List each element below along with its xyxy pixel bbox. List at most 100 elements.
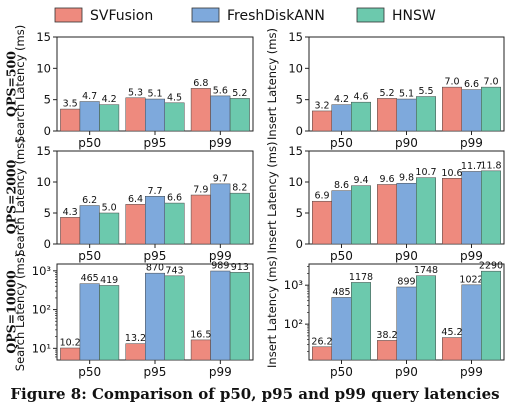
bar-label-4-2-0: 16.5 (190, 329, 211, 340)
bar-4-0-1 (79, 283, 100, 361)
x-tick-label-3-1: p90 (395, 249, 418, 263)
bar-label-0-2-1: 5.6 (213, 85, 228, 96)
y-axis-label-4: Search Latency (ms) (13, 253, 27, 371)
bar-label-2-0-2: 5.0 (102, 203, 117, 214)
bar-1-2-1 (461, 89, 482, 132)
x-tick-label-5-1: p90 (395, 365, 418, 379)
bar-label-4-0-0: 10.2 (60, 338, 81, 349)
y-tick-label-0-1: 5 (44, 93, 51, 107)
bar-label-1-0-1: 4.2 (334, 94, 349, 105)
bar-label-4-2-1: 989 (211, 261, 229, 272)
bar-3-0-2 (351, 185, 371, 245)
y-tick-label-1-3: 15 (288, 30, 303, 44)
y-tick-label-5-0: 10² (284, 317, 303, 331)
y-tick-label-0-3: 15 (36, 30, 51, 44)
x-tick-label-1-0: p50 (330, 136, 353, 150)
bar-label-2-1-2: 6.6 (167, 193, 182, 204)
y-tick-label-2-2: 10 (36, 175, 51, 189)
bar-label-1-2-1: 6.6 (464, 79, 479, 90)
y-tick-label-3-2: 10 (288, 175, 303, 189)
bar-3-0-1 (331, 190, 352, 245)
bar-label-3-1-1: 9.8 (399, 173, 414, 184)
x-tick-label-5-2: p99 (460, 365, 483, 379)
bar-2-2-2 (229, 192, 250, 245)
legend-label-2: HNSW (392, 8, 436, 24)
bar-label-0-1-1: 5.1 (147, 89, 162, 100)
figure-8-chart: SVFusion FreshDiskANN HNSW QPS=500 QPS=2000 Q… (4, 7, 505, 379)
bar-0-0-2 (99, 104, 120, 132)
x-tick-label-4-2: p99 (209, 365, 232, 379)
y-axis-label-2: Search Latency (ms) (13, 138, 27, 256)
bar-2-2-1 (210, 183, 231, 245)
bar-label-1-2-2: 7.0 (483, 77, 498, 88)
bar-label-0-2-0: 6.8 (193, 78, 208, 89)
x-tick-label-5-0: p50 (330, 365, 353, 379)
bar-label-3-0-1: 8.6 (334, 180, 349, 191)
y-tick-label-2-0: 0 (44, 237, 51, 251)
legend-label-1: FreshDiskANN (227, 8, 325, 24)
bar-5-0-0 (312, 346, 332, 361)
bar-label-5-0-2: 1178 (349, 272, 373, 283)
bar-3-1-2 (416, 177, 436, 245)
bar-label-3-2-1: 11.7 (461, 161, 482, 172)
bar-1-0-1 (331, 104, 352, 132)
x-tick-label-2-2: p99 (209, 249, 232, 263)
bar-1-0-2 (351, 101, 371, 132)
bar-1-1-1 (396, 98, 417, 132)
y-tick-label-1-1: 5 (296, 93, 303, 107)
bar-label-5-0-1: 485 (332, 287, 350, 298)
bar-label-0-0-1: 4.7 (82, 91, 97, 102)
bar-5-1-0 (377, 340, 397, 361)
bar-label-1-1-2: 5.5 (418, 86, 433, 97)
bar-3-2-0 (442, 178, 462, 245)
bar-5-0-2 (351, 282, 371, 361)
bar-label-5-1-1: 899 (397, 276, 415, 287)
bar-label-3-0-2: 9.4 (353, 175, 368, 186)
x-tick-label-3-0: p50 (330, 249, 353, 263)
bar-2-0-1 (79, 205, 100, 245)
y-tick-label-4-2: 10³ (32, 264, 52, 278)
x-tick-label-0-2: p99 (209, 136, 232, 150)
bar-label-4-1-0: 13.2 (125, 333, 146, 344)
x-tick-label-1-1: p90 (395, 136, 418, 150)
x-tick-label-2-1: p95 (144, 249, 167, 263)
bar-label-5-0-0: 26.2 (311, 336, 332, 347)
bar-0-1-0 (125, 97, 146, 132)
y-tick-label-2-3: 15 (36, 144, 51, 158)
bar-label-1-1-0: 5.2 (379, 88, 394, 99)
bar-label-2-1-0: 6.4 (128, 194, 143, 205)
row-label-0: QPS=500 (4, 51, 19, 117)
y-tick-label-0-0: 0 (44, 124, 51, 138)
bar-0-0-1 (79, 101, 100, 132)
bar-2-2-0 (190, 194, 211, 245)
bar-4-2-1 (210, 270, 231, 361)
y-axis-label-5: Insert Latency (ms) (265, 256, 279, 368)
bar-label-2-2-2: 8.2 (232, 183, 247, 194)
bar-label-1-1-1: 5.1 (399, 89, 414, 100)
bar-label-2-2-1: 9.7 (213, 173, 228, 184)
bar-0-2-0 (190, 88, 211, 132)
bar-3-1-1 (396, 182, 417, 245)
bar-0-2-1 (210, 95, 231, 132)
bar-3-2-2 (481, 170, 501, 245)
bar-2-1-2 (164, 202, 185, 245)
bar-5-2-0 (442, 337, 462, 361)
bar-label-4-0-2: 419 (100, 275, 118, 286)
bar-2-1-0 (125, 204, 146, 245)
x-tick-label-4-0: p50 (78, 365, 101, 379)
bar-label-4-0-1: 465 (81, 273, 99, 284)
bar-5-2-1 (461, 284, 482, 361)
bar-4-1-1 (145, 272, 165, 361)
x-tick-label-2-0: p50 (78, 249, 101, 263)
bar-label-0-0-2: 4.2 (102, 94, 117, 105)
bar-5-2-2 (481, 270, 501, 361)
bar-3-1-0 (377, 184, 397, 245)
y-tick-label-0-2: 10 (36, 61, 51, 75)
y-tick-label-3-1: 5 (296, 206, 303, 220)
bar-label-1-0-0: 3.2 (314, 100, 329, 111)
bar-3-2-1 (461, 171, 482, 245)
bar-4-0-0 (60, 347, 81, 361)
legend-swatch-2 (356, 7, 385, 23)
y-tick-label-2-1: 5 (44, 206, 51, 220)
x-tick-label-3-2: p99 (460, 249, 483, 263)
